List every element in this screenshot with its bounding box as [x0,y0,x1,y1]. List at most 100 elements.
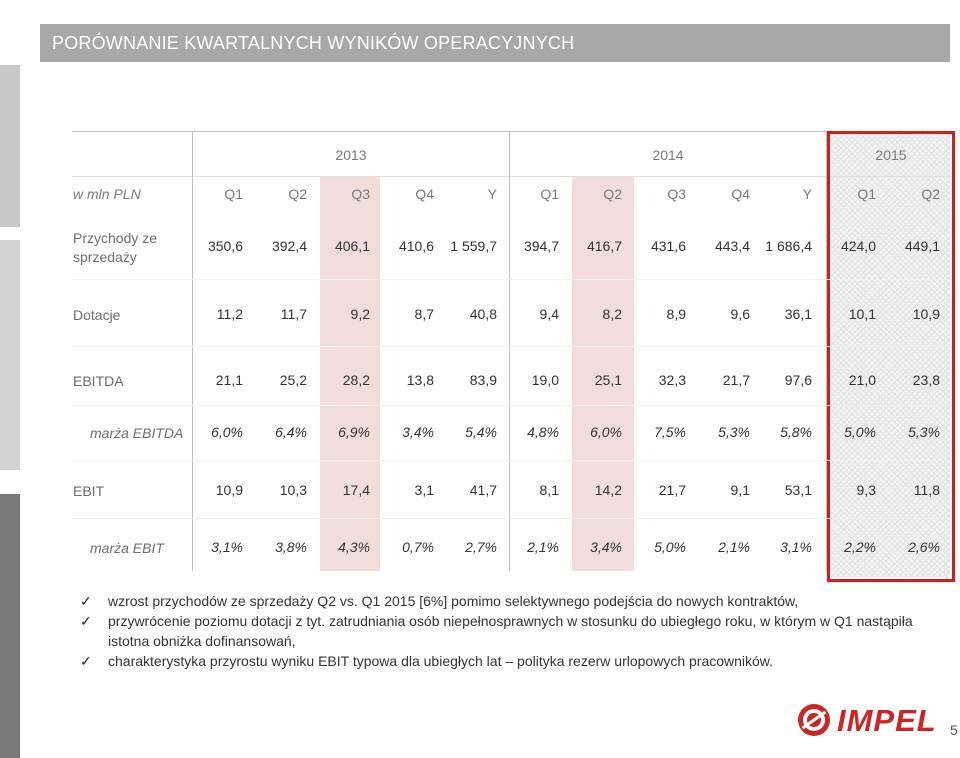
table-cell: 10,1 [848,306,876,322]
row-label: Przychody ze sprzedaży [73,230,158,265]
table-cell: 5,4% [465,424,497,440]
row-label: EBIT [73,483,105,499]
table-cell: 350,6 [207,238,243,254]
column-header: Q1 [540,186,559,202]
table-cell: 21,7 [722,372,750,388]
row-label: EBITDA [73,373,124,389]
table-cell: 406,1 [334,238,370,254]
row-divider [72,279,952,280]
year-2013: 2013 [335,147,367,163]
table-cell: 5,3% [908,424,940,440]
table-cell: 6,9% [338,424,370,440]
table-cell: 4,3% [338,539,370,555]
table-cell: 9,6 [730,306,750,322]
bullet-text: przywrócenie poziomu dotacji z tyt. zatr… [108,613,913,649]
column-header: Y [802,186,812,202]
table-cell: 21,7 [658,482,686,498]
table-cell: 3,1 [414,482,434,498]
table-cell: 21,1 [215,372,243,388]
table-cell: 424,0 [840,238,876,254]
row-divider [72,517,952,519]
column-header: Q1 [224,186,243,202]
table-cell: 449,1 [904,238,940,254]
table-cell: 13,8 [406,372,434,388]
bullet-item: ✓ przywrócenie poziomu dotacji z tyt. za… [80,611,940,651]
column-2015-hatch [828,131,950,577]
table-cell: 3,1% [780,539,812,555]
row-divider [72,460,952,461]
table-cell: 8,9 [666,306,686,322]
table-divider-2015 [826,131,827,571]
highlight-q3-2013 [320,176,380,571]
column-header: Q3 [351,186,370,202]
check-icon: ✓ [80,593,92,609]
table-cell: 410,6 [398,238,434,254]
table-cell: 40,8 [469,306,497,322]
table-cell: 8,2 [602,306,622,322]
table-cell: 17,4 [342,482,370,498]
table-cell: 6,0% [211,424,243,440]
table-cell: 32,3 [658,372,686,388]
bullet-text: wzrost przychodów ze sprzedaży Q2 vs. Q1… [108,593,799,609]
table-cell: 9,4 [539,306,559,322]
column-header: Q2 [921,186,940,202]
table-cell: 5,0% [844,424,876,440]
table-cell: 9,1 [730,482,750,498]
title-banner: PORÓWNANIE KWARTALNYCH WYNIKÓW OPERACYJN… [40,24,950,62]
table-cell: 2,1% [718,539,750,555]
table-divider-2014 [509,131,510,571]
check-icon: ✓ [80,613,92,629]
table-cell: 5,8% [780,424,812,440]
row-divider [72,346,952,347]
column-header: Q3 [667,186,686,202]
column-2015-frame [827,131,955,582]
table-cell: 10,3 [279,482,307,498]
table-cell: 97,6 [784,372,812,388]
side-strip-top [0,65,20,227]
row-label: Dotacje [73,307,121,323]
bullet-item: ✓ wzrost przychodów ze sprzedaży Q2 vs. … [80,591,940,611]
table-cell: 6,0% [590,424,622,440]
row-divider [72,405,952,406]
table-cell: 23,8 [912,372,940,388]
column-header: Q4 [415,186,434,202]
table-cell: 10,9 [215,482,243,498]
table-cell: 5,3% [718,424,750,440]
table-cell: 8,7 [414,306,434,322]
table-cell: 9,3 [856,482,876,498]
table-cell: 11,8 [913,482,940,498]
column-header: Y [487,186,497,202]
table-cell: 416,7 [586,238,622,254]
table-cell: 25,2 [279,372,307,388]
table-cell: 3,1% [211,539,243,555]
table-divider-left [192,131,193,571]
table-cell: 6,4% [275,424,307,440]
highlight-q2-2014 [572,176,634,571]
table-cell: 9,2 [350,306,370,322]
table-cell: 83,9 [469,372,497,388]
table-cell: 4,8% [527,424,559,440]
table-cell: 25,1 [594,372,622,388]
column-header: Q2 [603,186,622,202]
table-header-divider [72,176,952,177]
table-cell: 8,1 [539,482,559,498]
table-top-border [72,131,952,132]
table-cell: 2,2% [844,539,876,555]
table-cell: 53,1 [784,482,812,498]
table-cell: 3,4% [590,539,622,555]
table-cell: 3,8% [275,539,307,555]
column-header: Q2 [288,186,307,202]
table-cell: 41,7 [469,482,497,498]
table-cell: 1 686,4 [765,238,812,254]
column-header: Q4 [731,186,750,202]
logo-mark-icon [798,704,830,736]
check-icon: ✓ [80,653,92,669]
bullet-item: ✓ charakterystyka przyrostu wyniku EBIT … [80,651,940,671]
year-2015: 2015 [875,147,907,163]
table-cell: 2,7% [465,539,497,555]
table-cell: 7,5% [654,424,686,440]
table-cell: 28,2 [342,372,370,388]
page-title: PORÓWNANIE KWARTALNYCH WYNIKÓW OPERACYJN… [52,33,575,53]
table-cell: 36,1 [784,306,812,322]
table-cell: 0,7% [402,539,434,555]
